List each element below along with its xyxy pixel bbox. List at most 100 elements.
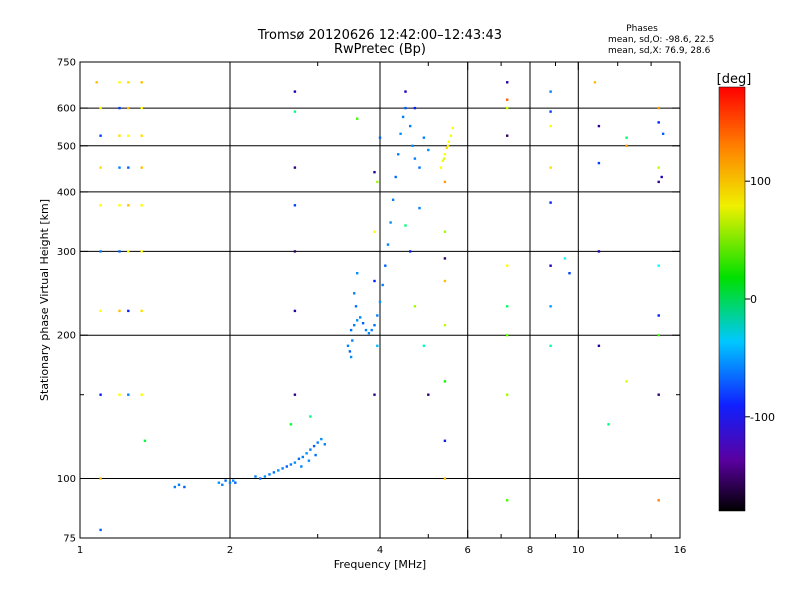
echo-point-s3-80: [657, 499, 660, 502]
echo-point-s1-33: [427, 148, 430, 152]
echo-point-s3-29: [140, 166, 143, 169]
echo-point-s0-10: [259, 477, 262, 480]
echo-point-s3-3: [99, 166, 102, 169]
stats-heading: Phases: [626, 24, 658, 34]
echo-point-s3-15: [118, 250, 121, 253]
echo-point-s3-67: [597, 250, 601, 253]
echo-point-s1-17: [386, 243, 390, 246]
echo-point-s1-27: [354, 305, 358, 308]
x-tick-label-2: 2: [227, 545, 233, 556]
echo-point-s1-30: [413, 157, 417, 160]
echo-point-s3-56: [549, 166, 552, 169]
echo-point-s3-68: [607, 423, 610, 426]
echo-point-s2-7: [442, 157, 446, 160]
echo-point-s3-5: [99, 250, 102, 253]
echo-point-s3-31: [140, 250, 143, 253]
echo-point-s3-51: [506, 393, 509, 396]
echo-point-s3-30: [140, 204, 143, 207]
echo-point-s3-87: [443, 324, 447, 327]
echo-point-s0-12: [268, 473, 271, 476]
echo-point-s3-22: [127, 204, 130, 207]
echo-point-s3-102: [373, 393, 376, 396]
echo-point-s3-60: [549, 264, 552, 267]
echo-point-s0-23: [312, 444, 316, 448]
echo-point-s3-58: [549, 305, 552, 308]
echo-point-s3-49: [506, 305, 509, 308]
echo-point-s2-4: [447, 140, 451, 143]
echo-point-s0-20: [301, 455, 304, 459]
echo-point-s1-13: [376, 314, 379, 317]
echo-point-s0-29: [300, 465, 303, 468]
echo-point-s0-11: [263, 475, 267, 478]
y-tick-label-200: 200: [57, 331, 76, 342]
echo-point-s3-14: [118, 204, 121, 207]
echo-point-s1-3: [351, 339, 354, 342]
echo-point-s1-18: [389, 221, 392, 224]
echo-point-s3-81: [661, 132, 665, 135]
echo-point-s1-22: [399, 132, 402, 135]
echo-point-s3-32: [140, 309, 143, 313]
echo-point-s3-91: [418, 206, 421, 210]
echo-point-s1-0: [346, 344, 350, 347]
echo-point-s3-83: [443, 180, 447, 184]
echo-point-s3-8: [99, 477, 102, 480]
echo-point-s3-99: [373, 230, 376, 233]
echo-point-s1-12: [373, 324, 376, 327]
echo-point-s3-39: [293, 250, 297, 253]
echo-point-s1-5: [353, 324, 356, 327]
echo-point-s3-10: [118, 81, 121, 84]
echo-point-s3-4: [99, 204, 102, 207]
y-tick-label-100: 100: [57, 474, 76, 485]
echo-point-s3-97: [373, 171, 376, 174]
echo-point-s3-34: [143, 439, 147, 442]
echo-point-s3-69: [625, 136, 628, 139]
echo-point-s1-32: [422, 136, 426, 139]
echo-point-s2-0: [439, 166, 443, 169]
echo-point-s3-21: [127, 166, 130, 169]
echo-point-s3-104: [404, 90, 407, 93]
echo-point-s1-4: [349, 328, 353, 332]
colorbar-tick-label--100: -100: [750, 411, 775, 424]
echo-point-s3-73: [657, 121, 660, 124]
echo-point-s1-7: [359, 316, 362, 319]
stats-line-o: mean, sd,O: -98.6, 22.5: [608, 35, 714, 45]
echo-point-s3-63: [593, 81, 597, 84]
echo-point-s0-7: [232, 479, 235, 482]
echo-point-s0-24: [316, 441, 319, 444]
echo-point-s3-88: [443, 380, 447, 383]
echo-point-s3-33: [140, 393, 143, 396]
echo-point-s0-27: [314, 453, 317, 457]
echo-point-s0-15: [281, 467, 284, 470]
echo-point-s3-2: [99, 134, 102, 137]
y-tick-label-75: 75: [63, 534, 76, 545]
echo-point-s1-1: [348, 350, 352, 353]
echo-point-s0-18: [293, 461, 297, 464]
echo-point-s0-26: [323, 443, 326, 446]
echo-point-s3-95: [427, 393, 430, 396]
echo-point-s0-25: [320, 437, 323, 441]
echo-point-s0-16: [285, 465, 288, 468]
echo-point-s3-93: [413, 305, 417, 308]
echo-point-s3-84: [443, 230, 447, 233]
echo-point-s3-13: [118, 166, 121, 169]
echo-point-s1-9: [364, 328, 368, 332]
echo-point-s3-96: [404, 224, 407, 227]
echo-point-s3-57: [549, 201, 552, 204]
echo-point-s3-0: [95, 81, 98, 84]
echo-point-s1-6: [356, 319, 359, 322]
echo-point-s1-15: [381, 283, 384, 287]
echo-point-s3-9: [99, 528, 102, 532]
y-tick-label-300: 300: [57, 247, 76, 258]
y-tick-label-400: 400: [57, 187, 76, 198]
echo-point-s3-106: [356, 117, 359, 120]
echo-point-s1-14: [378, 300, 382, 304]
echo-point-s3-45: [506, 98, 509, 101]
echo-point-s3-85: [443, 257, 447, 260]
echo-point-s2-3: [445, 146, 449, 150]
echo-point-s3-20: [127, 134, 130, 137]
y-tick-label-600: 600: [57, 104, 76, 115]
echo-point-s3-77: [657, 314, 660, 317]
echo-point-s3-101: [376, 344, 379, 347]
echo-point-s3-12: [118, 134, 121, 137]
echo-point-s3-62: [568, 272, 571, 275]
